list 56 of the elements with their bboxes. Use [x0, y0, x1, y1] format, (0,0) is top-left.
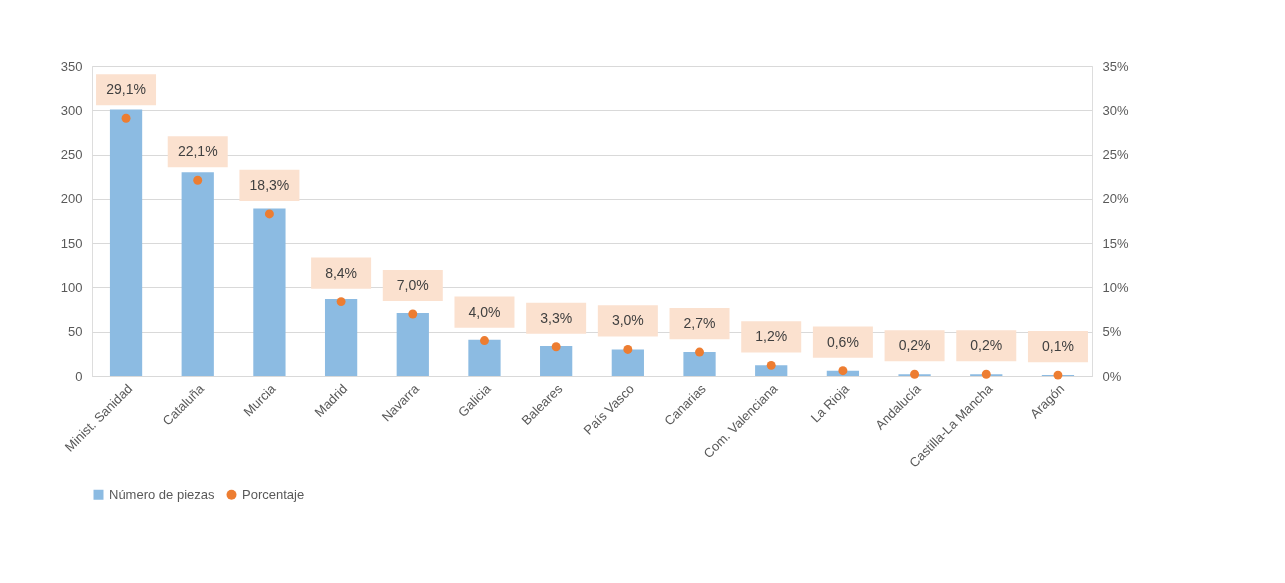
bar: [253, 208, 286, 376]
y2-tick-label: 15%: [1102, 235, 1129, 251]
data-label: 0,2%: [970, 337, 1003, 354]
y2-tick-label: 25%: [1102, 147, 1129, 163]
data-label: 8,4%: [325, 264, 358, 281]
data-label: 0,1%: [1041, 338, 1074, 355]
data-label: 29,1%: [106, 81, 146, 98]
y-tick-label: 150: [60, 235, 83, 251]
point: [623, 344, 633, 354]
legend-label: Número de piezas: [109, 486, 215, 502]
bar: [109, 109, 143, 376]
bar: [755, 365, 788, 376]
data-label: 22,1%: [177, 143, 218, 160]
data-label: 4,0%: [468, 303, 501, 320]
data-label: 3,0%: [611, 312, 644, 329]
point: [551, 342, 561, 352]
point: [910, 369, 920, 379]
point: [121, 113, 131, 123]
point: [264, 209, 274, 219]
y-tick-label: 100: [60, 279, 83, 295]
bar: [181, 172, 214, 376]
point: [838, 366, 848, 376]
bar: [324, 298, 358, 376]
y2-tick-label: 20%: [1102, 191, 1129, 207]
point: [480, 336, 489, 346]
bar: [396, 313, 429, 376]
bar: [611, 349, 644, 376]
point: [695, 347, 704, 357]
legend-label: Porcentaje: [242, 486, 305, 502]
y-tick-label: 300: [60, 102, 83, 118]
data-label: 0,6%: [826, 333, 859, 350]
bar: [468, 339, 501, 376]
bar: [683, 352, 716, 376]
point: [981, 369, 991, 379]
data-label: 0,2%: [898, 337, 931, 354]
point: [408, 309, 418, 319]
y-tick-label: 250: [60, 147, 83, 163]
bar: [540, 345, 573, 376]
y2-tick-label: 35%: [1102, 58, 1129, 74]
data-label: 7,0%: [396, 277, 429, 293]
point: [1053, 370, 1063, 380]
point: [193, 175, 203, 185]
point: [336, 297, 346, 307]
point: [766, 360, 776, 370]
data-label: 18,3%: [249, 176, 290, 193]
y2-tick-label: 0%: [1102, 368, 1122, 384]
y-tick-label: 0: [75, 368, 83, 384]
y-tick-label: 200: [60, 191, 83, 207]
y2-tick-label: 10%: [1102, 279, 1129, 295]
data-label: 1,2%: [755, 328, 788, 345]
data-label: 2,7%: [683, 315, 716, 332]
y-tick-label: 50: [68, 324, 83, 340]
y2-tick-label: 5%: [1102, 324, 1122, 340]
y-tick-label: 350: [60, 58, 83, 74]
data-label: 3,3%: [540, 309, 573, 326]
y2-tick-label: 30%: [1102, 102, 1129, 118]
